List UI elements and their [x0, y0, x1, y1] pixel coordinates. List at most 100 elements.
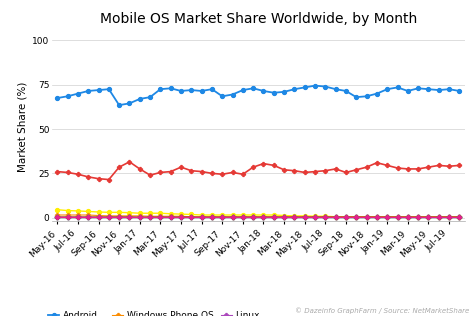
Windows Mobile [106, 216, 112, 219]
Unknown [384, 215, 390, 219]
Series 40 [230, 213, 236, 217]
Android [322, 85, 328, 88]
Unknown [116, 215, 122, 219]
Bada [240, 216, 246, 219]
Symbian [55, 215, 60, 219]
Bada [446, 216, 452, 219]
Android [209, 87, 215, 91]
Bada [106, 216, 112, 219]
Line: Windows Phone OS: Windows Phone OS [55, 213, 462, 219]
Unknown [55, 215, 60, 219]
Windows Mobile [271, 216, 277, 219]
Symbian [85, 215, 91, 219]
iOS [436, 163, 442, 167]
Unknown [96, 215, 101, 219]
Unknown [106, 215, 112, 219]
Series 40 [384, 215, 390, 219]
Windows Mobile [85, 216, 91, 219]
Windows Mobile [96, 216, 101, 219]
Symbian [230, 215, 236, 219]
Windows Mobile [312, 216, 318, 219]
Android [374, 92, 380, 95]
Android [157, 87, 163, 91]
Symbian [271, 215, 277, 219]
iOS [302, 171, 308, 174]
RIM OS [85, 215, 91, 219]
iOS [250, 165, 256, 169]
Linux [261, 216, 266, 219]
Android [343, 89, 349, 93]
RIM OS [343, 215, 349, 219]
Linux [250, 216, 256, 219]
Symbian [395, 215, 401, 219]
Windows Phone OS [312, 215, 318, 219]
Bada [415, 216, 421, 219]
RIM OS [157, 215, 163, 219]
Windows [137, 216, 143, 219]
Series 40 [137, 211, 143, 215]
Windows Mobile [302, 216, 308, 219]
Android [240, 88, 246, 92]
Unknown [456, 215, 462, 219]
iOS [343, 171, 349, 174]
Text: © Dazeinfo GraphFarm / Source: NetMarketShare: © Dazeinfo GraphFarm / Source: NetMarket… [295, 308, 469, 314]
iOS [106, 178, 112, 181]
RIM OS [168, 215, 173, 219]
Windows Mobile [395, 216, 401, 219]
Android [292, 87, 297, 91]
Symbian [219, 215, 225, 219]
Android [96, 88, 101, 92]
Unknown [137, 215, 143, 219]
Windows [415, 216, 421, 219]
RIM OS [415, 215, 421, 219]
Series 40 [405, 215, 410, 219]
Windows Mobile [250, 216, 256, 219]
Linux [374, 216, 380, 219]
Unknown [157, 215, 163, 219]
iOS [157, 171, 163, 174]
Windows Mobile [189, 216, 194, 219]
Android [127, 101, 132, 105]
Bada [137, 216, 143, 219]
Symbian [250, 215, 256, 219]
Windows [250, 216, 256, 219]
Symbian [106, 215, 112, 219]
RIM OS [55, 215, 60, 219]
Unknown [199, 215, 204, 219]
iOS [116, 165, 122, 169]
Windows Phone OS [446, 215, 452, 219]
RIM OS [292, 215, 297, 219]
Linux [446, 216, 452, 219]
Series 40 [354, 215, 359, 219]
Android [333, 87, 338, 91]
Windows Phone OS [456, 215, 462, 219]
Bada [65, 216, 71, 219]
Linux [240, 216, 246, 219]
Linux [85, 216, 91, 219]
Bada [405, 216, 410, 219]
Unknown [322, 215, 328, 219]
Windows Phone OS [354, 215, 359, 219]
Linux [199, 216, 204, 219]
Series 40 [157, 211, 163, 215]
Linux [96, 216, 101, 219]
Linux [75, 216, 81, 219]
Symbian [446, 215, 452, 219]
iOS [456, 163, 462, 167]
Android [302, 86, 308, 89]
Symbian [436, 215, 442, 219]
Symbian [147, 215, 153, 219]
Unknown [147, 215, 153, 219]
RIM OS [271, 215, 277, 219]
Unknown [354, 215, 359, 219]
Series 40 [322, 214, 328, 218]
iOS [137, 167, 143, 171]
Bada [250, 216, 256, 219]
iOS [178, 165, 184, 169]
Windows [168, 216, 173, 219]
iOS [261, 162, 266, 166]
Windows Mobile [384, 216, 390, 219]
Windows Mobile [426, 216, 431, 219]
Windows Phone OS [219, 215, 225, 219]
Symbian [343, 215, 349, 219]
